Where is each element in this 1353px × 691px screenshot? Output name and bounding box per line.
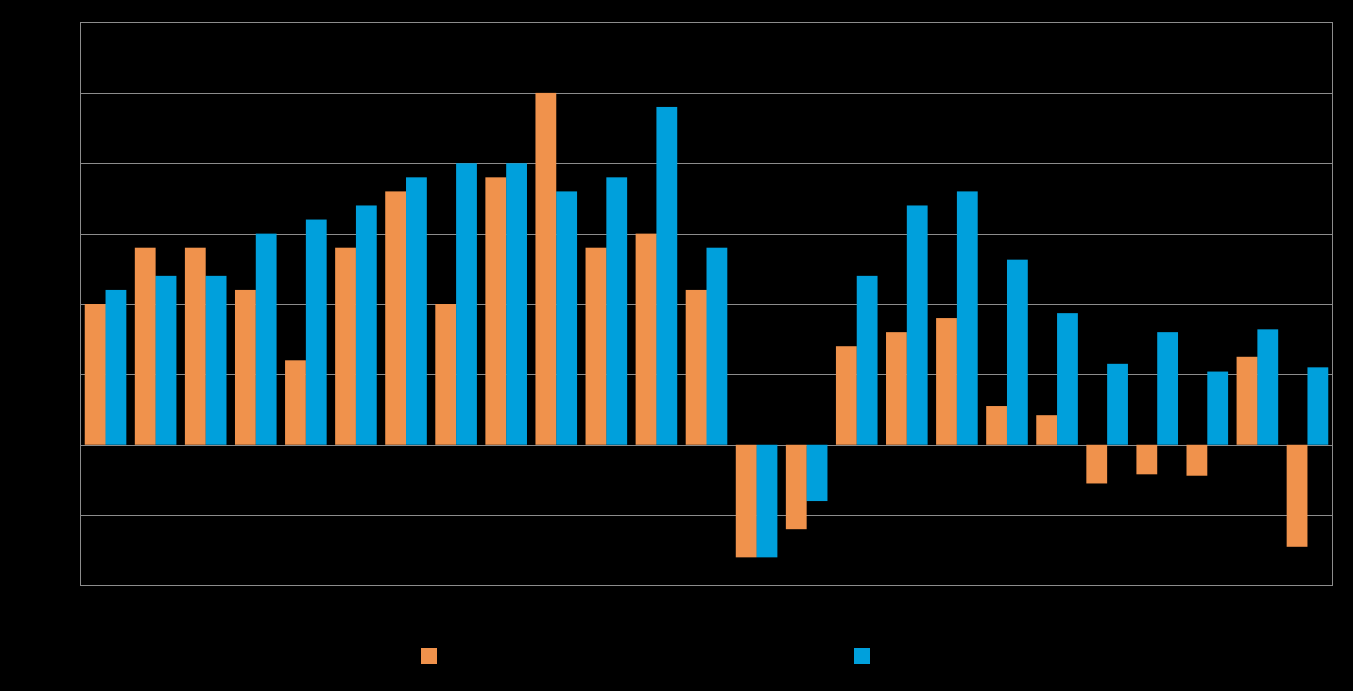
bar-series-2 <box>556 191 578 445</box>
bar-series-2 <box>856 275 878 445</box>
bar-series-1 <box>1286 444 1308 547</box>
bar-series-2 <box>656 106 678 445</box>
bar-series-1 <box>1236 356 1258 445</box>
bar-series-1 <box>1136 444 1158 475</box>
bar-series-1 <box>184 247 206 445</box>
bar-series-1 <box>936 318 957 445</box>
bar-series-2 <box>1307 367 1329 445</box>
bar-series-2 <box>1207 371 1229 445</box>
bar-series-1 <box>435 304 457 445</box>
bar-series-2 <box>105 289 127 445</box>
legend-swatch-series-1 <box>421 648 437 664</box>
bar-series-1 <box>635 233 657 445</box>
bar-series-2 <box>506 163 527 445</box>
bar-series-1 <box>785 444 807 530</box>
bar-series-1 <box>685 289 707 445</box>
bars <box>84 92 1329 558</box>
bar-series-1 <box>835 346 857 445</box>
bar-series-1 <box>385 191 407 445</box>
bar-series-2 <box>1006 259 1028 445</box>
bar-series-2 <box>155 275 177 445</box>
bar-series-1 <box>886 332 907 445</box>
legend-swatch-series-2 <box>854 648 870 664</box>
bar-series-2 <box>1057 313 1078 445</box>
bar-series-2 <box>205 275 227 445</box>
bar-series-1 <box>84 304 106 445</box>
bar-series-2 <box>456 163 477 445</box>
bar-series-2 <box>906 205 928 445</box>
bar-series-1 <box>335 247 356 445</box>
bar-series-2 <box>756 444 778 558</box>
bar-series-2 <box>1107 363 1128 445</box>
bar-series-1 <box>134 247 156 445</box>
bar-series-1 <box>1186 444 1208 476</box>
bar-series-1 <box>234 289 256 445</box>
plot-area-border <box>80 22 1333 586</box>
bar-series-2 <box>1257 329 1279 445</box>
bar-series-2 <box>406 177 427 445</box>
bar-series-2 <box>1157 332 1179 445</box>
bar-series-1 <box>735 444 757 558</box>
bar-series-2 <box>255 233 277 445</box>
bar-series-2 <box>806 444 828 502</box>
bar-series-1 <box>986 406 1007 445</box>
bar-series-1 <box>285 360 306 445</box>
bar-series-1 <box>485 177 507 445</box>
legend <box>421 648 870 664</box>
bar-series-2 <box>305 219 327 445</box>
bar-series-1 <box>585 247 607 445</box>
bar-series-1 <box>1036 415 1058 445</box>
bar-series-1 <box>535 92 557 445</box>
bar-series-2 <box>956 191 978 445</box>
bar-series-2 <box>706 247 728 445</box>
bar-series-2 <box>355 205 377 445</box>
bar-series-2 <box>606 177 628 445</box>
bar-series-1 <box>1086 444 1108 484</box>
